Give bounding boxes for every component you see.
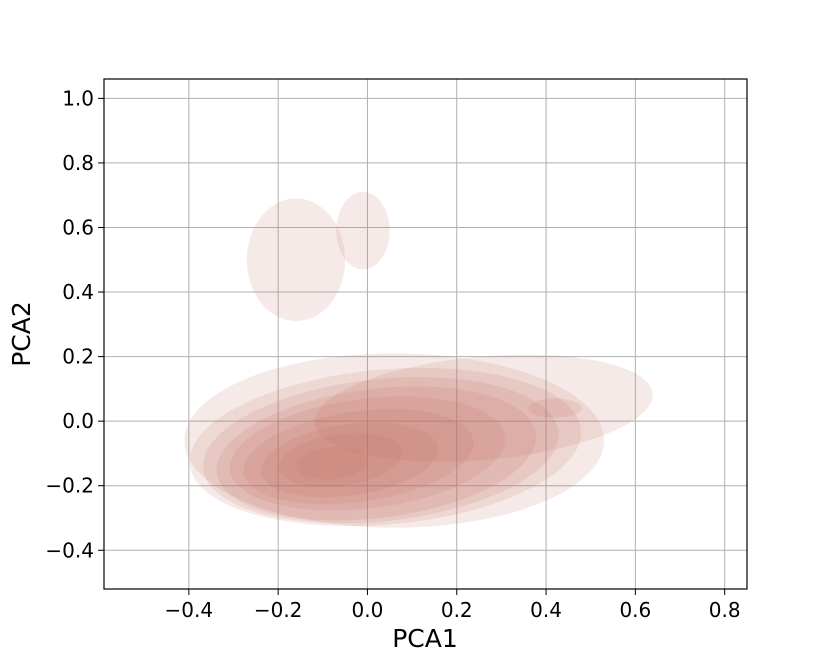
density-level-12: [528, 398, 582, 418]
x-tick-label-0: −0.4: [165, 598, 214, 622]
y-tick-label-5: 0.6: [62, 215, 94, 239]
density-level-6: [216, 386, 537, 521]
density-level-9: [261, 422, 439, 498]
density-level-2: [184, 353, 605, 528]
density-level-4: [189, 367, 582, 527]
y-tick-label-7: 1.0: [62, 86, 94, 110]
density-level-3: [314, 354, 653, 462]
density-level-11: [296, 446, 368, 480]
x-tick-label-4: 0.4: [530, 598, 562, 622]
y-tick-label-0: −0.4: [45, 538, 94, 562]
x-tick-label-2: 0.0: [352, 598, 384, 622]
x-axis-label: PCA1: [392, 624, 458, 653]
x-tick-label-5: 0.6: [619, 598, 651, 622]
ticks: −0.4 −0.2 0.0 0.2 0.4 0.6 0.8 −0.4 −0.2 0.0 0.2 0.4…: [45, 86, 740, 622]
x-tick-label-1: −0.2: [254, 598, 303, 622]
density-level-5: [203, 377, 559, 524]
y-tick-label-6: 0.8: [62, 151, 94, 175]
y-tick-label-1: −0.2: [45, 474, 94, 498]
x-tick-label-6: 0.8: [709, 598, 741, 622]
density-level-0: [246, 198, 346, 322]
density-level-1: [336, 191, 390, 270]
y-axis-label: PCA2: [7, 301, 36, 367]
density-level-8: [243, 409, 474, 505]
density-contours: [184, 191, 653, 528]
grid: [104, 79, 747, 589]
y-tick-label-2: 0.0: [62, 409, 94, 433]
plot-frame: [103, 78, 748, 590]
y-tick-label-3: 0.2: [62, 345, 94, 369]
density-level-7: [229, 396, 506, 511]
y-tick-label-4: 0.4: [62, 280, 94, 304]
x-tick-label-3: 0.2: [441, 598, 473, 622]
density-level-10: [278, 432, 403, 487]
